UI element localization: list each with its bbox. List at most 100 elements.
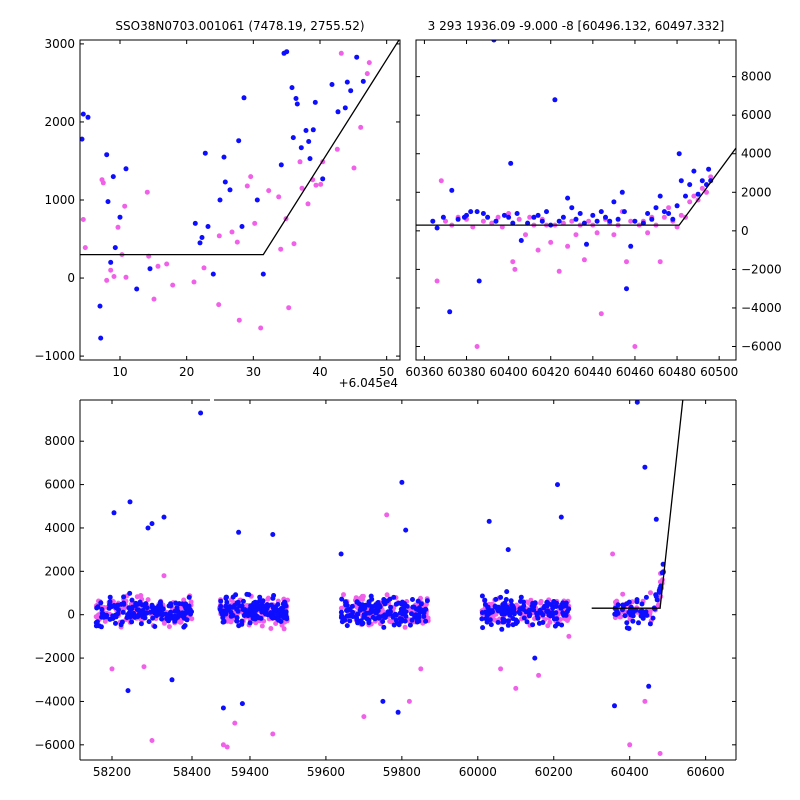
blue-point [440, 214, 446, 220]
blue-point [228, 613, 234, 619]
magenta-point [624, 259, 629, 265]
y-tick-label: 2000 [44, 564, 75, 578]
x-tick-label: 60400 [611, 765, 649, 779]
blue-point [534, 613, 540, 619]
magenta-point [166, 624, 172, 630]
blue-point [504, 604, 510, 610]
magenta-point [489, 220, 495, 226]
blue-point [565, 195, 571, 201]
x-tick-label: 59400 [231, 765, 269, 779]
y-tick-label: 8000 [741, 70, 772, 84]
blue-point [107, 616, 113, 622]
blue-point [486, 518, 492, 524]
blue-point [224, 599, 230, 605]
x-tick-label: 58200 [93, 765, 131, 779]
blue-point [138, 621, 144, 627]
x-offset-label: +6.045e4 [339, 376, 398, 390]
magenta-point [161, 573, 167, 579]
magenta-point [699, 185, 705, 191]
blue-point [80, 136, 85, 142]
blue-point [624, 625, 630, 631]
blue-point [218, 598, 224, 604]
blue-point [252, 599, 258, 605]
blue-point [474, 209, 480, 215]
blue-point [354, 612, 360, 617]
magenta-point [102, 618, 108, 624]
magenta-point [161, 620, 167, 626]
magenta-point [104, 277, 110, 283]
x-tick-label: 60480 [658, 365, 696, 379]
blue-point [569, 205, 575, 211]
blue-point [123, 166, 129, 172]
magenta-point [536, 672, 542, 678]
blue-point [486, 611, 492, 617]
blue-point [498, 594, 504, 600]
blue-point [372, 609, 378, 615]
magenta-point [141, 664, 147, 670]
magenta-point [510, 259, 516, 265]
right-panel-title: 3 293 1936.09 -9.000 -8 [60496.132, 6049… [428, 19, 725, 33]
magenta-point [610, 551, 616, 557]
blue-point [226, 607, 231, 613]
blue-point [135, 614, 141, 620]
blue-point [134, 286, 140, 292]
magenta-point [527, 214, 533, 220]
blue-point [284, 49, 290, 55]
blue-point [121, 594, 127, 600]
blue-point [657, 193, 663, 199]
magenta-point [216, 233, 222, 239]
blue-point [449, 187, 455, 193]
blue-point [464, 212, 469, 218]
magenta-point [523, 232, 528, 238]
blue-point [252, 608, 258, 614]
blue-point [339, 596, 345, 602]
blue-point [342, 105, 348, 111]
blue-point [468, 209, 474, 215]
blue-point [112, 245, 118, 251]
y-tick-label: 3000 [44, 37, 75, 51]
blue-point [391, 622, 397, 628]
blue-point [120, 609, 126, 615]
blue-point [505, 547, 511, 553]
blue-point [516, 609, 522, 615]
blue-point [395, 709, 401, 715]
blue-point [622, 613, 628, 619]
magenta-point [498, 666, 504, 672]
blue-point [506, 618, 511, 624]
x-tick-label: 60400 [490, 365, 528, 379]
magenta-point [144, 189, 150, 195]
blue-point [484, 619, 490, 625]
blue-point [192, 220, 198, 226]
blue-point [564, 609, 570, 614]
blue-point [479, 610, 485, 616]
blue-point [683, 193, 688, 199]
magenta-point [480, 218, 486, 224]
blue-point [283, 603, 289, 609]
magenta-point [406, 698, 412, 704]
y-tick-label: −4000 [34, 694, 75, 708]
blue-point [403, 609, 409, 615]
blue-point [382, 615, 388, 620]
magenta-point [642, 698, 648, 704]
blue-point [125, 612, 131, 618]
magenta-point [268, 626, 274, 631]
blue-point [98, 600, 104, 606]
blue-point [93, 623, 99, 629]
magenta-point [495, 214, 501, 220]
blue-point [310, 127, 316, 133]
blue-point [239, 701, 245, 707]
blue-point [338, 609, 344, 615]
blue-point [273, 604, 278, 610]
blue-point [150, 615, 156, 621]
y-tick-label: 0 [67, 271, 75, 285]
blue-point [236, 529, 242, 535]
magenta-point [627, 742, 633, 748]
blue-point [239, 224, 245, 229]
blue-point [294, 101, 300, 107]
blue-point [113, 620, 118, 626]
blue-point [634, 400, 640, 405]
magenta-point [678, 212, 684, 218]
blue-point [708, 178, 714, 184]
blue-point [553, 604, 559, 609]
blue-point [403, 527, 409, 533]
